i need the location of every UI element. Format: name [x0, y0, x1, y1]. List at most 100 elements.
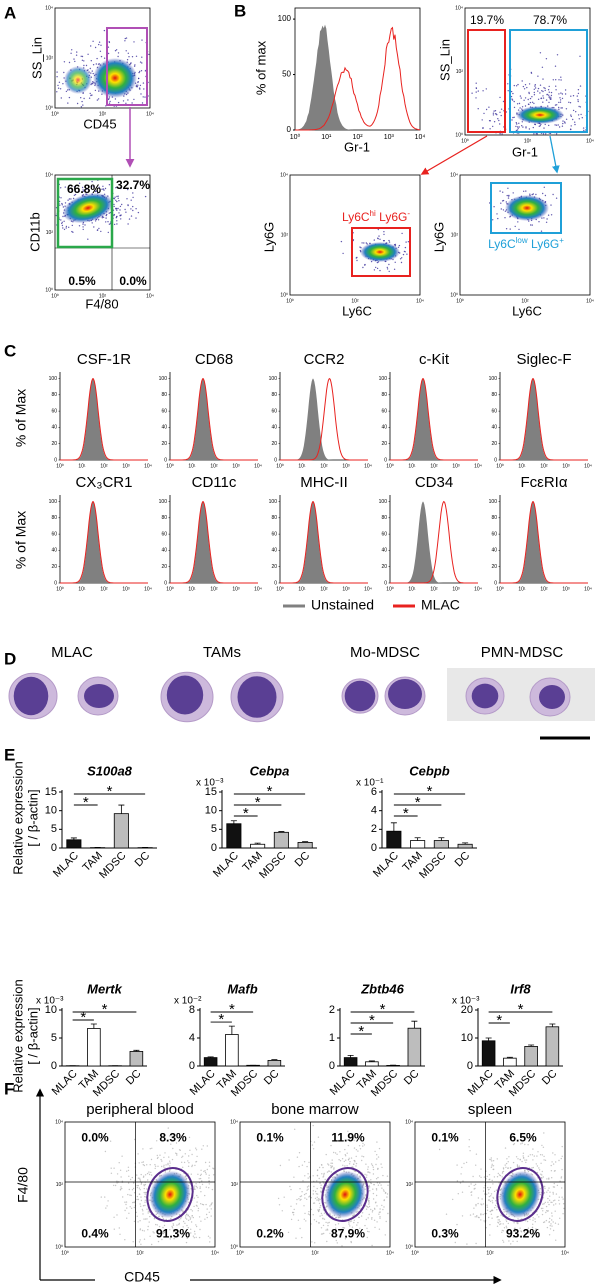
event-dot — [299, 1227, 301, 1230]
event-dot — [300, 1198, 302, 1201]
event-dot — [548, 91, 550, 93]
event-dot — [542, 1146, 545, 1149]
event-dot — [192, 1216, 194, 1219]
event-dot — [470, 1183, 472, 1185]
event-dot — [496, 1158, 498, 1160]
event-dot — [82, 228, 84, 231]
event-dot — [143, 1238, 146, 1240]
event-dot — [552, 1152, 554, 1154]
y-axis-label: Ly6G — [261, 222, 276, 253]
event-dot — [369, 1172, 371, 1174]
x-tick-label: MLAC — [466, 1068, 496, 1098]
event-dot — [162, 1218, 165, 1220]
event-dot — [492, 219, 494, 221]
event-dot — [538, 1216, 540, 1218]
event-dot — [539, 52, 542, 54]
x-tick-label: DC — [453, 850, 473, 870]
event-dot — [496, 114, 498, 116]
event-dot — [519, 1159, 521, 1161]
event-dot — [143, 1187, 145, 1190]
event-dot — [120, 1186, 122, 1188]
event-dot — [509, 1235, 511, 1237]
event-dot — [506, 194, 508, 197]
event-dot — [185, 1241, 188, 1244]
event-dot — [548, 1203, 550, 1206]
event-dot — [539, 92, 541, 94]
gate-label-part: Ly6C — [342, 210, 370, 224]
x-axis-label: CD45 — [124, 1269, 160, 1285]
event-dot — [504, 1147, 507, 1149]
event-dot — [58, 81, 61, 84]
density-core — [149, 1170, 191, 1219]
cell-nucleus — [13, 676, 49, 716]
event-dot — [148, 1221, 150, 1223]
event-dot — [173, 1230, 176, 1232]
event-dot — [141, 1229, 144, 1232]
y-tick-label: 0 — [164, 580, 167, 586]
event-dot — [508, 1240, 510, 1242]
x-tick-label: 10² — [136, 1250, 144, 1256]
event-dot — [127, 1166, 130, 1169]
event-dot — [318, 1166, 321, 1169]
event-dot — [298, 1198, 300, 1200]
event-dot — [537, 75, 539, 77]
event-dot — [129, 1206, 131, 1208]
event-dot — [151, 1147, 153, 1150]
event-dot — [316, 1174, 319, 1177]
error-bar — [485, 1037, 492, 1041]
event-dot — [114, 1184, 117, 1187]
event-dot — [507, 83, 509, 85]
bar — [66, 839, 82, 849]
event-dot — [344, 1148, 346, 1151]
event-dot — [501, 1172, 504, 1174]
y-axis-label: F4/80 — [15, 1167, 31, 1203]
event-dot — [132, 205, 134, 208]
gate-arrow — [420, 135, 488, 175]
event-dot — [321, 1173, 323, 1175]
event-dot — [298, 1165, 300, 1168]
event-dot — [113, 203, 115, 206]
event-dot — [521, 125, 523, 127]
y-tick-label: 5 — [211, 823, 217, 835]
event-dot — [541, 1213, 544, 1216]
event-dot — [350, 1240, 352, 1243]
event-dot — [78, 182, 81, 184]
event-dot — [294, 1128, 296, 1131]
y-tick-label: 20 — [461, 1004, 473, 1016]
event-dot — [94, 89, 97, 92]
event-dot — [548, 85, 550, 88]
event-dot — [537, 87, 540, 90]
event-dot — [187, 1227, 189, 1229]
event-dot — [61, 222, 63, 225]
event-dot — [562, 1198, 564, 1200]
event-dot — [154, 1167, 156, 1170]
event-dot — [110, 1172, 113, 1175]
event-dot — [312, 1214, 314, 1216]
event-dot — [375, 266, 377, 269]
event-dot — [121, 1155, 123, 1157]
event-dot — [116, 195, 118, 198]
event-dot — [124, 37, 127, 40]
event-dot — [199, 1228, 201, 1231]
event-dot — [379, 1211, 381, 1213]
event-dot — [190, 1173, 192, 1175]
event-dot — [201, 1148, 203, 1150]
event-dot — [525, 1159, 528, 1161]
x-tick-label: 10⁴ — [211, 1250, 219, 1256]
event-dot — [359, 246, 361, 248]
event-dot — [197, 1173, 199, 1176]
event-dot — [156, 1224, 158, 1226]
event-dot — [331, 1162, 334, 1165]
event-dot — [517, 1158, 519, 1160]
event-dot — [526, 86, 528, 89]
event-dot — [515, 125, 517, 128]
x-tick-label: 10⁴ — [144, 463, 152, 469]
event-dot — [564, 93, 567, 95]
event-dot — [206, 1168, 208, 1171]
event-dot — [379, 1216, 381, 1218]
event-dot — [359, 1227, 361, 1230]
event-dot — [489, 1186, 492, 1189]
event-dot — [550, 1164, 552, 1167]
event-dot — [544, 1159, 547, 1162]
event-dot — [569, 102, 572, 104]
